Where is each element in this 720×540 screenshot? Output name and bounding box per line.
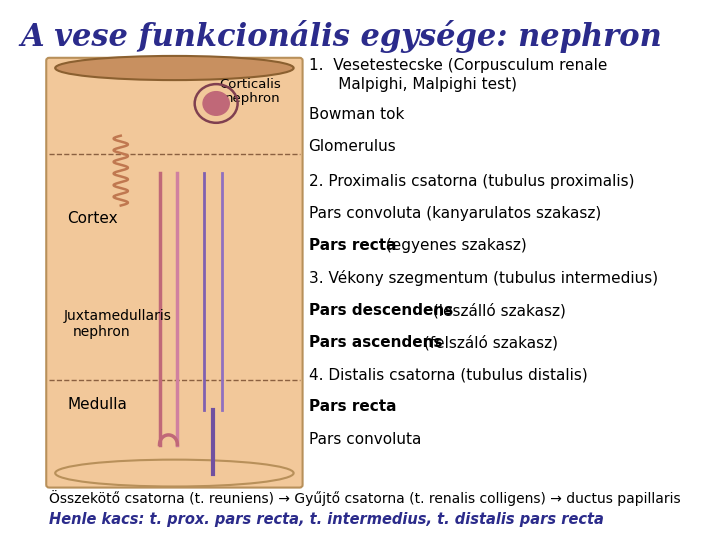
Text: Corticalis: Corticalis — [219, 78, 281, 91]
Ellipse shape — [55, 460, 294, 487]
Text: Bowman tok: Bowman tok — [309, 107, 404, 122]
Text: Medulla: Medulla — [67, 397, 127, 412]
Ellipse shape — [55, 56, 294, 80]
Text: Pars recta: Pars recta — [309, 238, 396, 253]
Text: Pars ascendens: Pars ascendens — [309, 335, 442, 350]
Text: Pars recta: Pars recta — [309, 400, 396, 415]
Text: (leszálló szakasz): (leszálló szakasz) — [428, 302, 566, 318]
Text: nephron: nephron — [73, 325, 131, 339]
Text: 4. Distalis csatorna (tubulus distalis): 4. Distalis csatorna (tubulus distalis) — [309, 367, 588, 382]
Circle shape — [203, 92, 229, 115]
FancyBboxPatch shape — [46, 58, 302, 488]
Text: Malpighi, Malpighi test): Malpighi, Malpighi test) — [309, 77, 516, 92]
Text: Pars convoluta (kanyarulatos szakasz): Pars convoluta (kanyarulatos szakasz) — [309, 206, 600, 221]
Text: Pars convoluta: Pars convoluta — [309, 431, 421, 447]
Text: A vese funkcionális egysége: nephron: A vese funkcionális egysége: nephron — [20, 20, 662, 53]
Text: nephron: nephron — [225, 92, 281, 105]
Text: 2. Proximalis csatorna (tubulus proximalis): 2. Proximalis csatorna (tubulus proximal… — [309, 174, 634, 189]
Text: Cortex: Cortex — [67, 212, 118, 226]
Text: (egyenes szakasz): (egyenes szakasz) — [381, 238, 527, 253]
Text: 3. Vékony szegmentum (tubulus intermedius): 3. Vékony szegmentum (tubulus intermediu… — [309, 270, 657, 286]
Text: (felszáló szakasz): (felszáló szakasz) — [419, 335, 558, 350]
Text: Glomerulus: Glomerulus — [309, 139, 396, 154]
Text: Összekötő csatorna (t. reuniens) → Gyűjtő csatorna (t. renalis colligens) → duct: Összekötő csatorna (t. reuniens) → Gyűjt… — [49, 490, 681, 507]
Text: 1.  Vesetestecske (Corpusculum renale: 1. Vesetestecske (Corpusculum renale — [309, 58, 607, 73]
Text: Henle kacs: t. prox. pars recta, t. intermedius, t. distalis pars recta: Henle kacs: t. prox. pars recta, t. inte… — [49, 512, 604, 527]
Text: Juxtamedullaris: Juxtamedullaris — [64, 309, 172, 323]
Text: Pars descendens: Pars descendens — [309, 303, 453, 318]
